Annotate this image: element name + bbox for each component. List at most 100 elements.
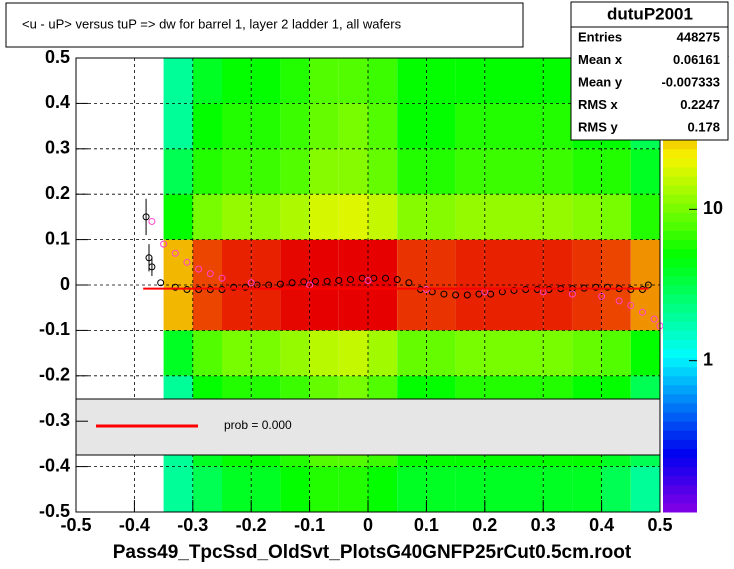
y-tick-label: 0.1	[45, 228, 70, 248]
color-bar-segment	[663, 457, 697, 468]
heatmap-cell	[543, 103, 573, 149]
stats-value: 448275	[677, 29, 720, 44]
heatmap-cell	[163, 103, 193, 149]
heatmap-cell	[251, 194, 281, 240]
heatmap-cell	[514, 466, 544, 512]
color-bar-segment	[663, 176, 697, 186]
y-tick-label: 0.2	[45, 183, 70, 203]
heatmap-cell	[368, 466, 398, 512]
color-bar-segment	[663, 221, 697, 232]
profile-point	[148, 217, 156, 225]
chart-title: <u - uP> versus tuP => dw for barrel 1, …	[22, 16, 402, 31]
heatmap-cell	[543, 239, 573, 285]
color-bar-segment	[663, 502, 697, 513]
x-tick-label: -0.3	[177, 515, 208, 535]
stats-value: 0.2247	[680, 97, 720, 112]
color-bar-segment	[663, 257, 697, 268]
profile-point	[183, 258, 191, 266]
color-bar-segment	[663, 294, 697, 304]
heatmap-cell	[368, 148, 398, 195]
heatmap-cell	[543, 58, 573, 104]
profile-point	[638, 308, 646, 316]
stats-value: 0.178	[687, 119, 720, 134]
heatmap-cell	[630, 330, 660, 376]
profile-point	[487, 290, 495, 298]
heatmap-cell	[309, 194, 339, 240]
heatmap-cell	[572, 239, 602, 285]
color-bar-segment	[663, 248, 697, 259]
heatmap-cell	[514, 194, 544, 240]
profile-point	[358, 274, 366, 282]
heatmap-cell	[397, 330, 427, 376]
heatmap-cell	[514, 330, 544, 376]
z-tick-label: 1	[703, 349, 713, 369]
heatmap-cell	[368, 330, 398, 376]
heatmap-cell	[514, 239, 544, 285]
color-bar-segment	[663, 366, 697, 377]
y-tick-label: 0.5	[45, 47, 70, 67]
stats-label: RMS y	[578, 119, 619, 134]
heatmap-cell	[543, 466, 573, 512]
heatmap-cell	[192, 148, 222, 195]
heatmap-cell	[514, 58, 544, 104]
stats-label: Mean x	[578, 52, 623, 67]
profile-point	[171, 283, 179, 291]
heatmap-cell	[338, 194, 368, 240]
heatmap-cell	[309, 239, 339, 285]
heatmap-cell	[397, 466, 427, 512]
heatmap-cell	[484, 148, 514, 195]
heatmap-cell	[630, 148, 660, 195]
heatmap-cell	[455, 194, 485, 240]
heatmap-cell	[543, 148, 573, 195]
heatmap-cell	[572, 148, 602, 195]
heatmap-cell	[163, 194, 193, 240]
color-bar-segment	[663, 439, 697, 449]
heatmap-cell	[222, 194, 252, 240]
heatmap-cell	[338, 58, 368, 104]
heatmap-cell	[426, 103, 456, 149]
heatmap-cell	[397, 103, 427, 149]
y-tick-label: 0.3	[45, 138, 70, 158]
heatmap-cell	[630, 285, 660, 331]
color-bar-segment	[663, 139, 697, 150]
y-tick-label: -0.5	[39, 501, 70, 521]
heatmap-cell	[338, 239, 368, 285]
x-tick-label: -0.2	[236, 515, 267, 535]
profile-point	[393, 276, 401, 284]
heatmap-cell	[368, 103, 398, 149]
heatmap-cell	[426, 330, 456, 376]
heatmap-cell	[426, 194, 456, 240]
color-bar-segment	[663, 157, 697, 168]
profile-point	[510, 286, 518, 294]
x-tick-label: 0.5	[647, 515, 672, 535]
heatmap-cell	[601, 285, 631, 331]
heatmap-cell	[163, 330, 193, 376]
heatmap-cell	[514, 103, 544, 149]
heatmap-cell	[338, 466, 368, 512]
color-bar-segment	[663, 212, 697, 222]
color-bar-segment	[663, 285, 697, 295]
profile-point	[311, 277, 319, 285]
profile-point	[440, 290, 448, 298]
heatmap-cell	[222, 466, 252, 512]
heatmap-cell	[630, 239, 660, 285]
heatmap-cell	[280, 58, 310, 104]
heatmap-cell	[338, 330, 368, 376]
x-tick-label: -0.5	[60, 515, 91, 535]
heatmap-cell	[484, 58, 514, 104]
color-bar-segment	[663, 148, 697, 159]
x-tick-label: 0.2	[472, 515, 497, 535]
heatmap-cell	[192, 466, 222, 512]
profile-point	[370, 274, 378, 282]
heatmap-cell	[543, 330, 573, 376]
heatmap-cell	[163, 239, 193, 285]
profile-point	[598, 292, 606, 300]
x-tick-label: 0.1	[414, 515, 439, 535]
color-bar-segment	[663, 230, 697, 241]
heatmap-cell	[309, 58, 339, 104]
color-bar-segment	[663, 430, 697, 440]
profile-point	[382, 274, 390, 282]
color-bar-segment	[663, 303, 697, 313]
x-tick-label: 0.3	[531, 515, 556, 535]
